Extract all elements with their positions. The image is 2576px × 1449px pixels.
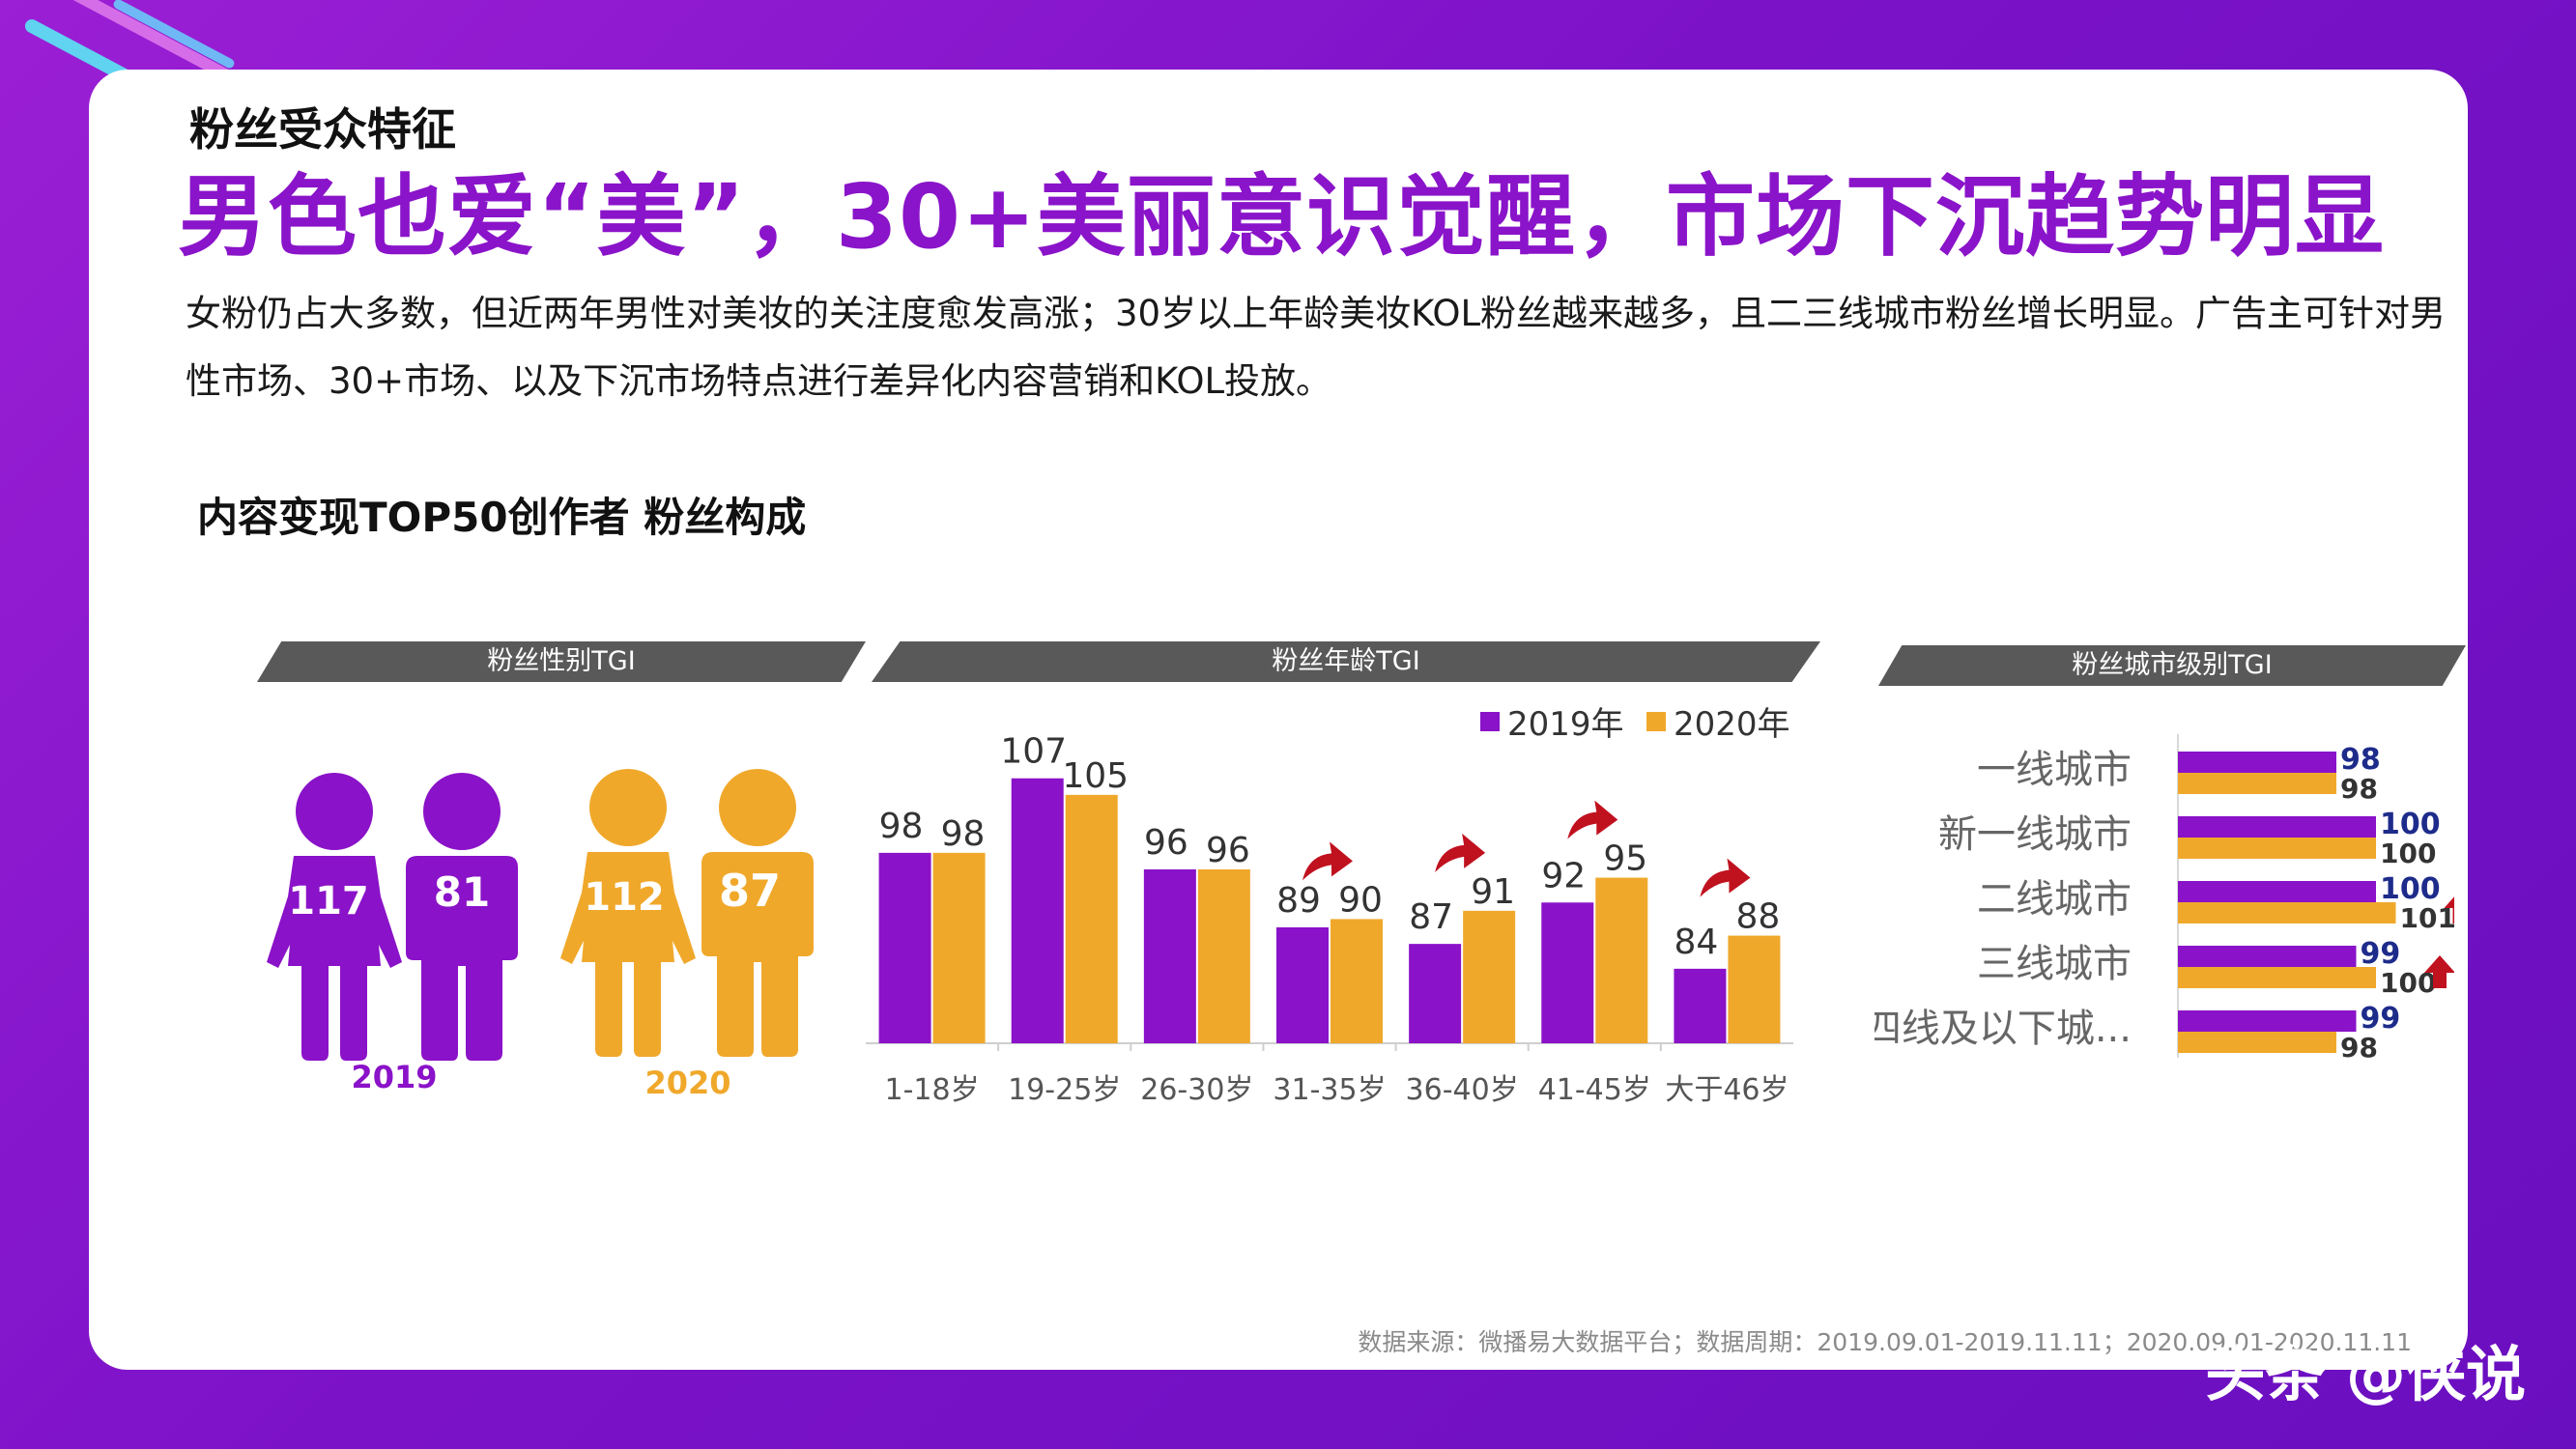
age-value-2019-6: 84 xyxy=(1674,923,1719,962)
gender-pictogram: 117 81 112 87 2019 2020 xyxy=(267,769,814,1101)
male-figure-2019 xyxy=(406,773,518,1061)
age-bar-2019-0 xyxy=(878,852,931,1043)
city-bar-2020-2 xyxy=(2178,902,2396,923)
age-tick-label-6: 大于46岁 xyxy=(1665,1073,1789,1107)
city-tick-label-1: 新一线城市 xyxy=(1938,812,2132,857)
city-value-2019-2: 100 xyxy=(2380,872,2441,906)
gender-year-2019: 2019 xyxy=(351,1059,437,1095)
city-bar-2020-1 xyxy=(2178,838,2376,859)
city-tick-label-2: 二线城市 xyxy=(1977,877,2132,922)
legend-2019: 2019年 xyxy=(1480,697,1624,745)
city-bar-2019-4 xyxy=(2178,1010,2357,1032)
age-value-2020-3: 90 xyxy=(1338,880,1383,920)
age-bar-2019-2 xyxy=(1143,869,1196,1043)
age-value-2019-0: 98 xyxy=(879,807,924,846)
page-title: 男色也爱“美”，30+美丽意识觉醒，市场下沉趋势明显 xyxy=(178,165,2386,269)
age-bar-2020-1 xyxy=(1065,794,1118,1043)
watermark-text: 头条 @侠说 xyxy=(2205,1339,2526,1409)
age-bar-2019-5 xyxy=(1541,902,1594,1043)
content-card xyxy=(89,70,2468,1370)
gender-value-female-2020: 112 xyxy=(584,875,665,920)
source-note: 数据来源：微播易大数据平台；数据周期：2019.09.01-2019.11.11… xyxy=(1358,1328,2412,1356)
age-increase-arrow-4 xyxy=(1435,833,1486,872)
legend-label-2019: 2019年 xyxy=(1507,705,1624,744)
city-tick-label-4: 四线及以下城... xyxy=(1875,1007,2132,1051)
city-bar-2020-3 xyxy=(2178,967,2376,988)
section-label: 粉丝受众特征 xyxy=(189,103,456,156)
age-value-2019-2: 96 xyxy=(1144,823,1188,863)
age-tick-label-0: 1-18岁 xyxy=(885,1073,980,1107)
age-value-2020-5: 95 xyxy=(1603,839,1647,879)
gender-value-male-2020: 87 xyxy=(719,865,781,917)
city-value-2019-0: 98 xyxy=(2340,743,2381,777)
city-increase-arrow-2 xyxy=(2444,896,2454,923)
description-text: 女粉仍占大多数，但近两年男性对美妆的关注度愈发高涨；30岁以上年龄美妆KOL粉丝… xyxy=(186,293,2447,402)
banner-gender: 粉丝性别TGI xyxy=(257,641,866,682)
age-bar-2019-3 xyxy=(1276,927,1329,1043)
age-bar-2020-2 xyxy=(1197,869,1250,1043)
city-value-2019-1: 100 xyxy=(2380,808,2441,841)
age-value-2019-1: 107 xyxy=(1000,732,1067,772)
banner-age: 粉丝年龄TGI xyxy=(872,641,1820,682)
gender-year-2020: 2020 xyxy=(644,1065,730,1101)
gender-value-female-2019: 117 xyxy=(288,879,369,923)
age-bar-2020-6 xyxy=(1728,935,1781,1043)
age-value-2020-2: 96 xyxy=(1206,831,1250,870)
age-bar-2020-0 xyxy=(932,852,986,1043)
age-value-2019-4: 87 xyxy=(1409,897,1453,937)
age-bar-2019-6 xyxy=(1674,968,1727,1043)
city-value-2020-4: 98 xyxy=(2340,1032,2378,1064)
city-tick-label-3: 三线城市 xyxy=(1977,942,2132,986)
age-bar-2020-4 xyxy=(1463,910,1516,1043)
legend-swatch-2020 xyxy=(1646,711,1666,731)
age-tick-label-5: 41-45岁 xyxy=(1538,1073,1651,1107)
age-tick-label-2: 26-30岁 xyxy=(1140,1073,1253,1107)
age-bar-2019-4 xyxy=(1409,944,1462,1043)
city-increase-arrow-3 xyxy=(2424,955,2454,988)
city-bar-2019-0 xyxy=(2178,752,2336,773)
city-value-2019-3: 99 xyxy=(2361,937,2401,971)
city-value-2020-1: 100 xyxy=(2380,838,2436,869)
age-increase-arrow-6 xyxy=(1700,858,1751,897)
city-bar-2019-3 xyxy=(2178,946,2357,967)
age-bar-2019-1 xyxy=(1011,778,1064,1043)
city-bar-2020-0 xyxy=(2178,773,2336,794)
age-increase-arrow-3 xyxy=(1302,841,1353,881)
city-bar-2019-1 xyxy=(2178,816,2376,838)
legend-label-2020: 2020年 xyxy=(1674,705,1790,744)
city-bar-2020-4 xyxy=(2178,1032,2336,1053)
banner-city: 粉丝城市级别TGI xyxy=(1878,645,2466,686)
age-value-2020-1: 105 xyxy=(1062,756,1129,796)
city-value-2020-0: 98 xyxy=(2340,773,2378,805)
age-tick-label-3: 31-35岁 xyxy=(1273,1073,1386,1107)
decor-streak-3 xyxy=(111,0,237,71)
age-bar-2020-5 xyxy=(1595,877,1648,1043)
legend-2020: 2020年 xyxy=(1646,697,1790,745)
chart-title: 内容变现TOP50创作者 粉丝构成 xyxy=(197,494,807,541)
age-value-2019-3: 89 xyxy=(1276,881,1321,921)
legend-swatch-2019 xyxy=(1480,711,1500,731)
city-bar-2019-2 xyxy=(2178,881,2376,902)
age-value-2020-0: 98 xyxy=(941,814,986,854)
age-value-2019-5: 92 xyxy=(1541,856,1586,895)
age-bar-2020-3 xyxy=(1331,919,1383,1043)
age-value-2020-4: 91 xyxy=(1471,872,1515,912)
age-tick-label-1: 19-25岁 xyxy=(1008,1073,1121,1107)
gender-value-male-2019: 81 xyxy=(434,868,490,916)
city-value-2019-4: 99 xyxy=(2361,1002,2401,1036)
age-value-2020-6: 88 xyxy=(1736,897,1781,937)
age-tick-label-4: 36-40岁 xyxy=(1406,1073,1519,1107)
city-tick-label-0: 一线城市 xyxy=(1977,748,2132,792)
age-increase-arrow-5 xyxy=(1567,800,1618,839)
